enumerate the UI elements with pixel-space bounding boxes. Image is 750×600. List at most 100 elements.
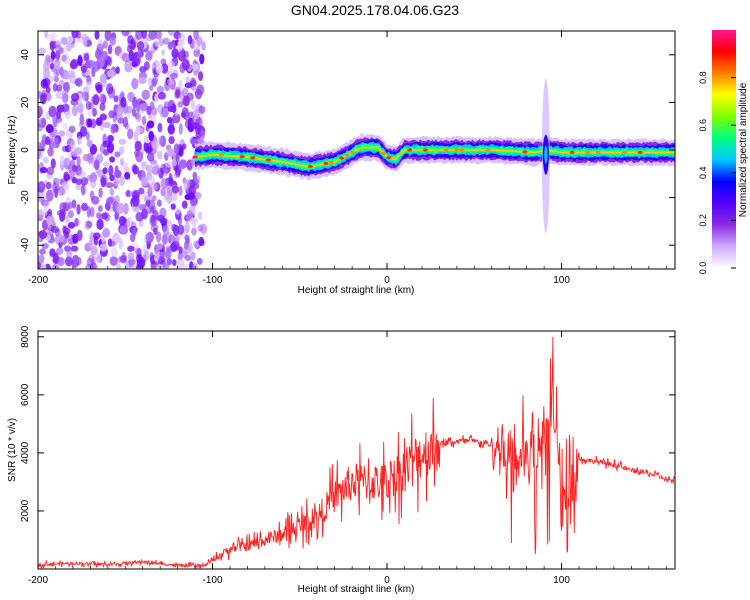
spectrogram-noise-blob (50, 140, 56, 150)
spectrogram-noise-blob (102, 227, 111, 238)
spectrogram-noise-blob (156, 199, 162, 207)
spectrogram-noise-blob (162, 168, 169, 176)
spectrogram-noise-blob (75, 77, 83, 88)
spectrogram-noise-blob (167, 219, 173, 227)
spectrogram-noise-blob (94, 252, 102, 263)
spectrogram-noise-blob (107, 44, 113, 55)
spectrogram-noise-blob (114, 165, 119, 175)
spectrogram-noise-blob (146, 152, 155, 162)
spectrogram-noise-blob (94, 49, 102, 60)
spectrogram-noise-blob (149, 252, 154, 262)
spectrogram-noise-blob (190, 99, 196, 111)
spectrogram-noise-blob (157, 256, 165, 265)
colorbar: 0.0 0.2 0.4 0.6 0.8 Normalized spectral ampl… (698, 30, 749, 274)
spectrogram-noise-blob (100, 176, 107, 188)
spectrogram-noise-blob (178, 246, 183, 254)
spectrogram-y-tick-label: 40 (20, 49, 31, 61)
spectrogram-noise-blob (53, 68, 58, 77)
spectrogram-noise-blob (146, 120, 155, 129)
spectrogram-noise-blob (56, 233, 65, 243)
spectrogram-noise-blob (106, 69, 115, 78)
spectrogram-noise-blob (41, 263, 47, 269)
snr-y-tick-label: 8000 (20, 325, 31, 348)
spectrogram-noise-blob (61, 181, 70, 189)
spectrogram-noise-blob (106, 83, 114, 95)
spectrogram-noise-blob (136, 256, 146, 268)
spectrogram-noise-blob (76, 204, 81, 215)
spectrogram-noise-blob (116, 202, 125, 214)
spectrogram-noise-blob (68, 143, 74, 153)
spectrogram-noise-blob (107, 196, 116, 206)
spectrogram-noise-blob (41, 219, 49, 231)
spectrogram-noise-blob (118, 52, 127, 60)
spectrogram-noise-blob (186, 159, 193, 171)
snr-x-label: Height of straight line (km) (298, 584, 415, 595)
spectrogram-y-tick-label: 20 (20, 96, 31, 108)
spectrogram-noise-blob (116, 263, 122, 269)
spectrogram-noise-blob (178, 146, 184, 157)
spectrogram-noise-blob (121, 52, 130, 63)
spectrogram-noise-blob (157, 122, 163, 133)
spectrogram-noise-blob (119, 226, 127, 235)
spectrogram-noise-blob (79, 126, 88, 138)
snr-series-line (38, 336, 675, 569)
spectrogram-noise-blob (72, 254, 80, 264)
spectrogram-noise-blob (190, 138, 199, 145)
spectrogram-noise-blob (135, 151, 144, 163)
snr-x-tick-label: -200 (28, 575, 48, 586)
spectrogram-noise-blob (92, 61, 101, 72)
spectrogram-noise-blob (109, 36, 117, 46)
spectrogram-noise-blob (147, 77, 153, 85)
spectrogram-y-tick-label: -20 (20, 190, 31, 205)
spectrogram-peak (459, 148, 465, 152)
spectrogram-noise-blob (195, 132, 202, 139)
spectrogram-noise-blob (55, 91, 64, 100)
spectrogram-noise-blob (45, 181, 52, 190)
spectrogram-peak (265, 158, 271, 162)
spectrogram-noise-blob (136, 41, 145, 51)
spectrogram-noise-blob (61, 54, 67, 62)
spectrogram-noise-blob (115, 66, 120, 74)
spectrogram-noise-blob (131, 195, 140, 208)
spectrogram-noise-blob (198, 236, 205, 247)
spectrogram-noise-blob (168, 135, 175, 145)
spectrogram-peak (585, 150, 591, 154)
spectrogram-noise-blob (114, 151, 121, 158)
spectrogram-peak (323, 161, 329, 166)
spectrogram-noise-blob (63, 70, 70, 80)
spectrogram-noise-blob (136, 112, 142, 123)
spectrogram-noise-blob (163, 101, 170, 109)
spectrogram-noise-blob (96, 43, 105, 52)
spectrogram-noise-blob (45, 234, 51, 242)
spectrogram-noise-blob (94, 31, 100, 40)
spectrogram-noise-blob (89, 206, 95, 218)
spectrogram-noise-blob (189, 217, 198, 225)
spectrogram-noise-blob (191, 227, 197, 236)
spectrogram-peak (522, 150, 528, 154)
spectrogram-noise-blob (168, 31, 175, 36)
spectrogram-noise-blob (141, 176, 149, 187)
spectrogram-noise-blob (56, 247, 64, 255)
spectrogram-x-tick-label: 0 (384, 275, 390, 286)
spectrogram-noise-blob (91, 173, 98, 182)
spectrogram-noise-blob (156, 85, 165, 94)
spectrogram-noise-blob (76, 56, 83, 67)
spectrogram-noise-blob (183, 240, 189, 251)
spectrogram-noise-blob (80, 65, 88, 74)
spectrogram-noise-blob (46, 33, 55, 42)
snr-frame (37, 330, 676, 570)
spectrogram-noise-blob (49, 248, 56, 257)
spectrogram-peak (381, 151, 387, 155)
spectrogram-noise-blob (118, 237, 124, 250)
spectrogram-noise-blob (163, 188, 172, 200)
spectrogram-noise-blob (192, 63, 199, 71)
spectrogram-noise-blob (165, 77, 170, 86)
spectrogram-noise-blob (135, 124, 141, 137)
spectrogram-noise-blob (68, 125, 76, 133)
snr-y-tick-label: 4000 (20, 441, 31, 464)
spectrogram-noise-blob (169, 72, 179, 80)
spectrogram-noise-blob (147, 81, 154, 94)
spectrogram-noise-blob (171, 185, 180, 194)
spectrogram-noise-blob (117, 117, 124, 124)
